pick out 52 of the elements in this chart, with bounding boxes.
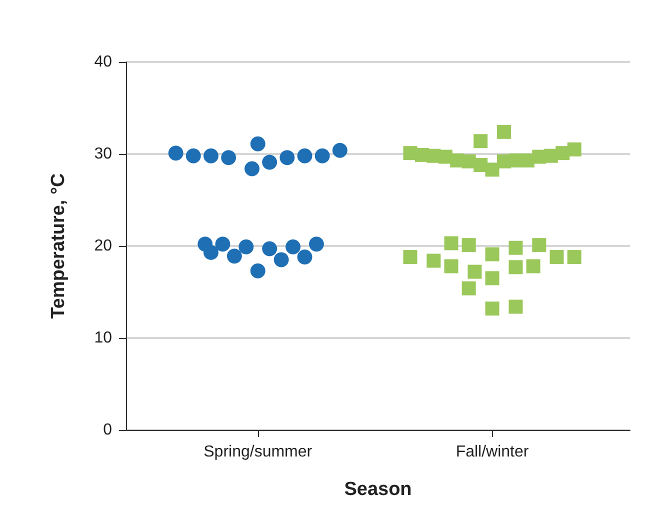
point: [168, 146, 184, 161]
point: [532, 238, 546, 252]
point: [250, 136, 266, 152]
point: [297, 250, 312, 265]
point: [186, 148, 201, 164]
point: [297, 148, 312, 164]
point: [203, 244, 218, 260]
point: [485, 247, 500, 262]
point: [244, 161, 260, 176]
y-axis-title: Temperature, °C: [48, 172, 69, 319]
point: [508, 300, 523, 314]
point: [508, 240, 523, 255]
point: [462, 238, 476, 252]
point: [274, 252, 289, 268]
x-axis-title: Season: [344, 479, 412, 500]
point: [485, 271, 500, 286]
point: [403, 250, 418, 264]
point: [526, 259, 540, 274]
point: [485, 302, 500, 316]
point: [497, 124, 511, 139]
point: [215, 236, 230, 252]
point: [226, 248, 242, 264]
y-tick-label: 20: [94, 238, 112, 254]
point: [444, 259, 458, 274]
point: [238, 239, 254, 254]
point: [314, 148, 330, 164]
point: [308, 236, 324, 252]
point: [286, 239, 301, 254]
point: [468, 264, 482, 279]
point: [474, 134, 488, 148]
point: [280, 150, 295, 166]
y-tick-label: 40: [94, 54, 112, 70]
point: [497, 154, 511, 168]
point: [508, 260, 523, 274]
point: [332, 142, 348, 158]
point: [462, 281, 476, 296]
point: [474, 158, 488, 172]
x-tick-label: Spring/summer: [204, 444, 313, 460]
point: [567, 142, 582, 156]
x-tick-label: Fall/winter: [456, 444, 530, 460]
point: [262, 154, 278, 170]
point: [567, 250, 582, 264]
point: [262, 241, 278, 256]
y-tick-label: 30: [94, 146, 112, 162]
point: [444, 236, 458, 250]
y-tick-label: 0: [103, 422, 112, 438]
point: [550, 250, 564, 264]
point: [250, 263, 266, 278]
y-tick-label: 10: [94, 330, 112, 346]
point: [203, 148, 218, 164]
point: [221, 150, 236, 166]
point: [426, 254, 441, 268]
